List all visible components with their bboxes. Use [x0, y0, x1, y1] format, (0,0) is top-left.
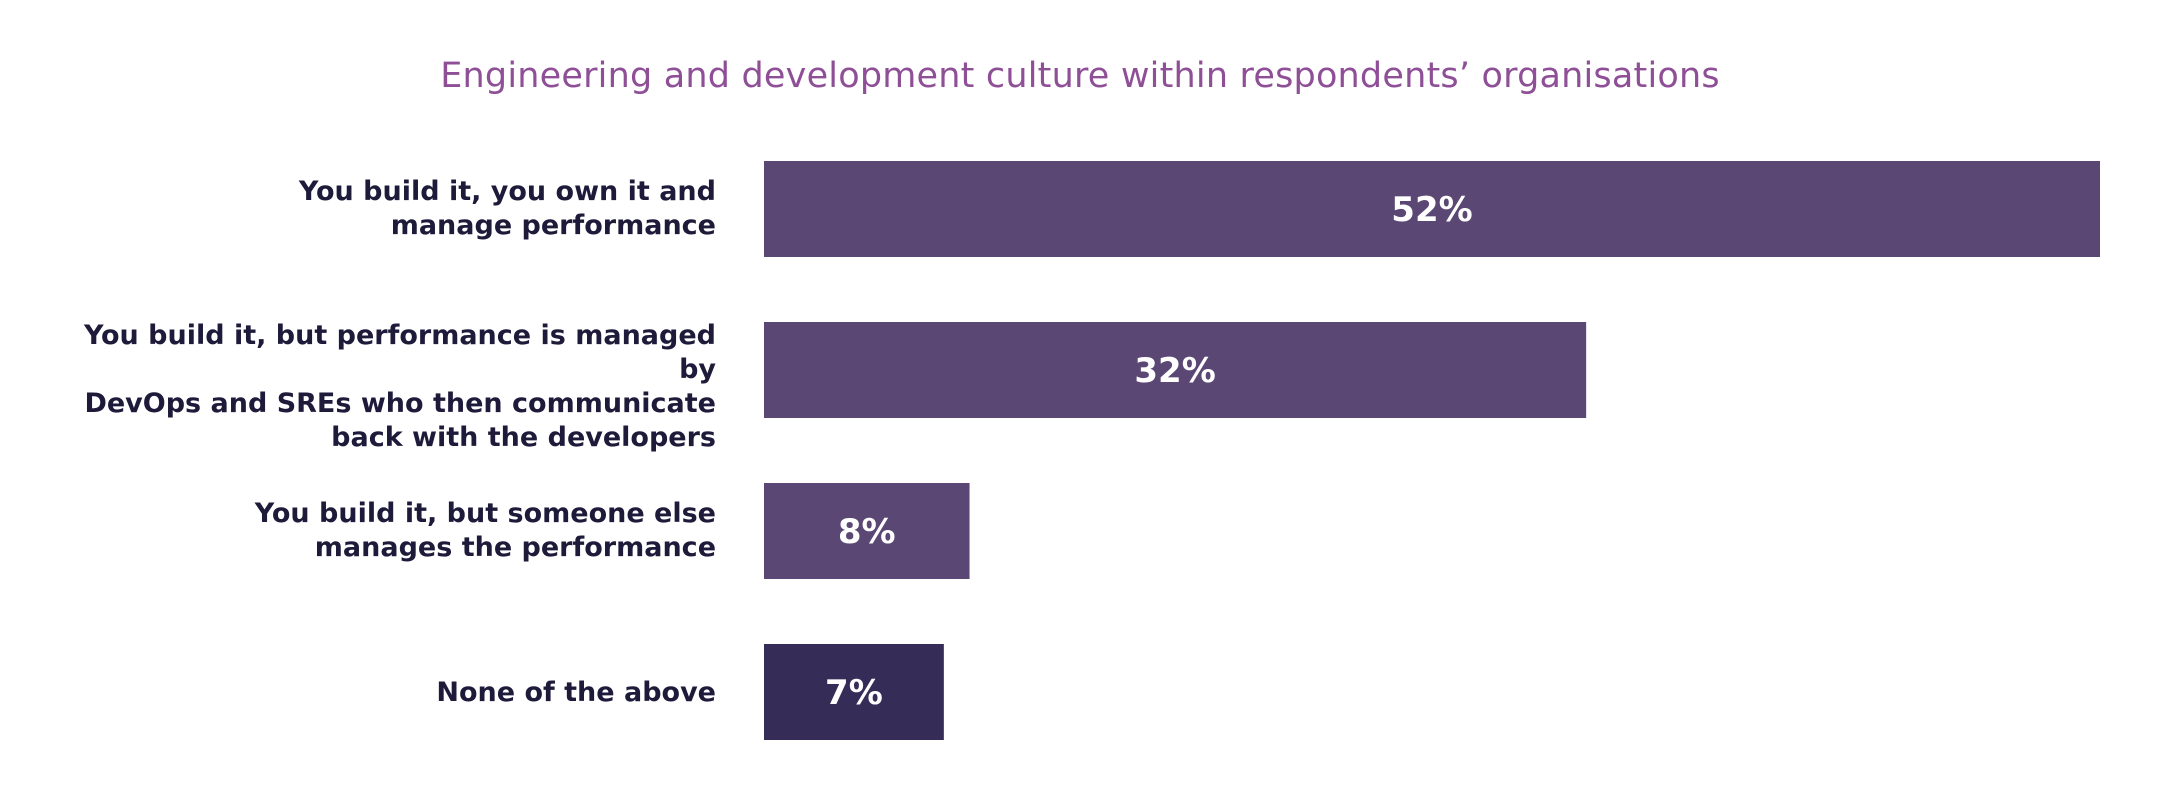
bar-value-label-3: 8%	[838, 512, 896, 552]
bar-value-label-2: 32%	[1134, 351, 1215, 391]
bar-4	[764, 644, 944, 740]
category-label-1: You build it, you own it and manage perf…	[298, 176, 716, 241]
bar-value-label-1: 52%	[1391, 190, 1472, 230]
category-label-4: None of the above	[436, 677, 716, 708]
bar-2	[764, 322, 1587, 418]
bar-3	[764, 483, 970, 579]
bar-1	[764, 161, 2100, 257]
chart-title: Engineering and development culture with…	[440, 56, 1720, 96]
category-label-2: You build it, but performance is managed…	[83, 320, 716, 453]
bar-value-label-4: 7%	[825, 673, 883, 713]
category-label-3: You build it, but someone else manages t…	[254, 498, 716, 563]
